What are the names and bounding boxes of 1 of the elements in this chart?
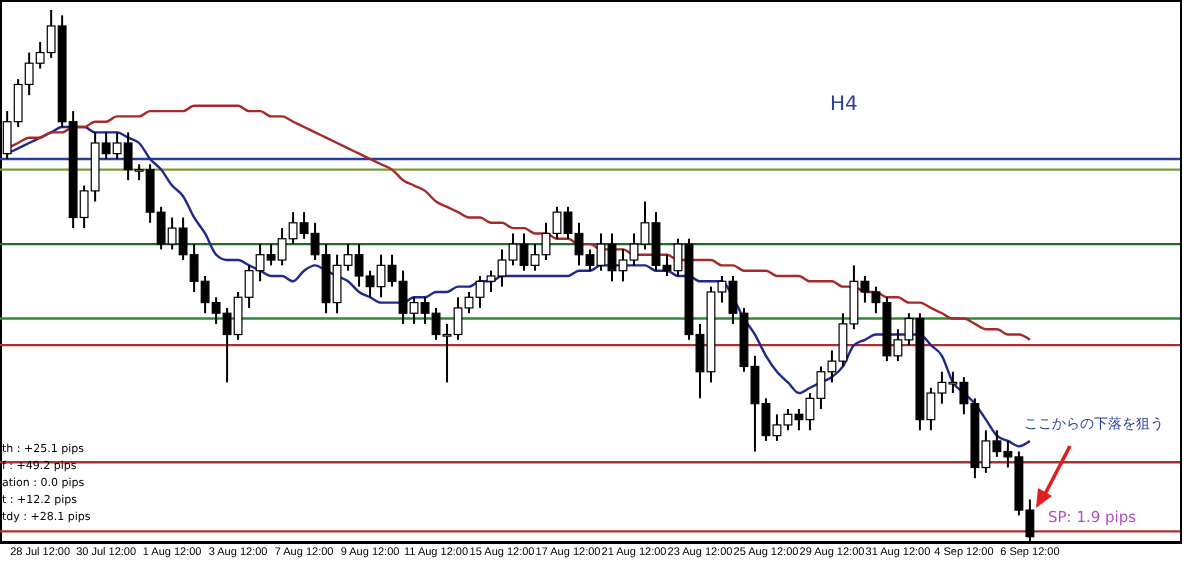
- annotation: H4: [830, 94, 858, 116]
